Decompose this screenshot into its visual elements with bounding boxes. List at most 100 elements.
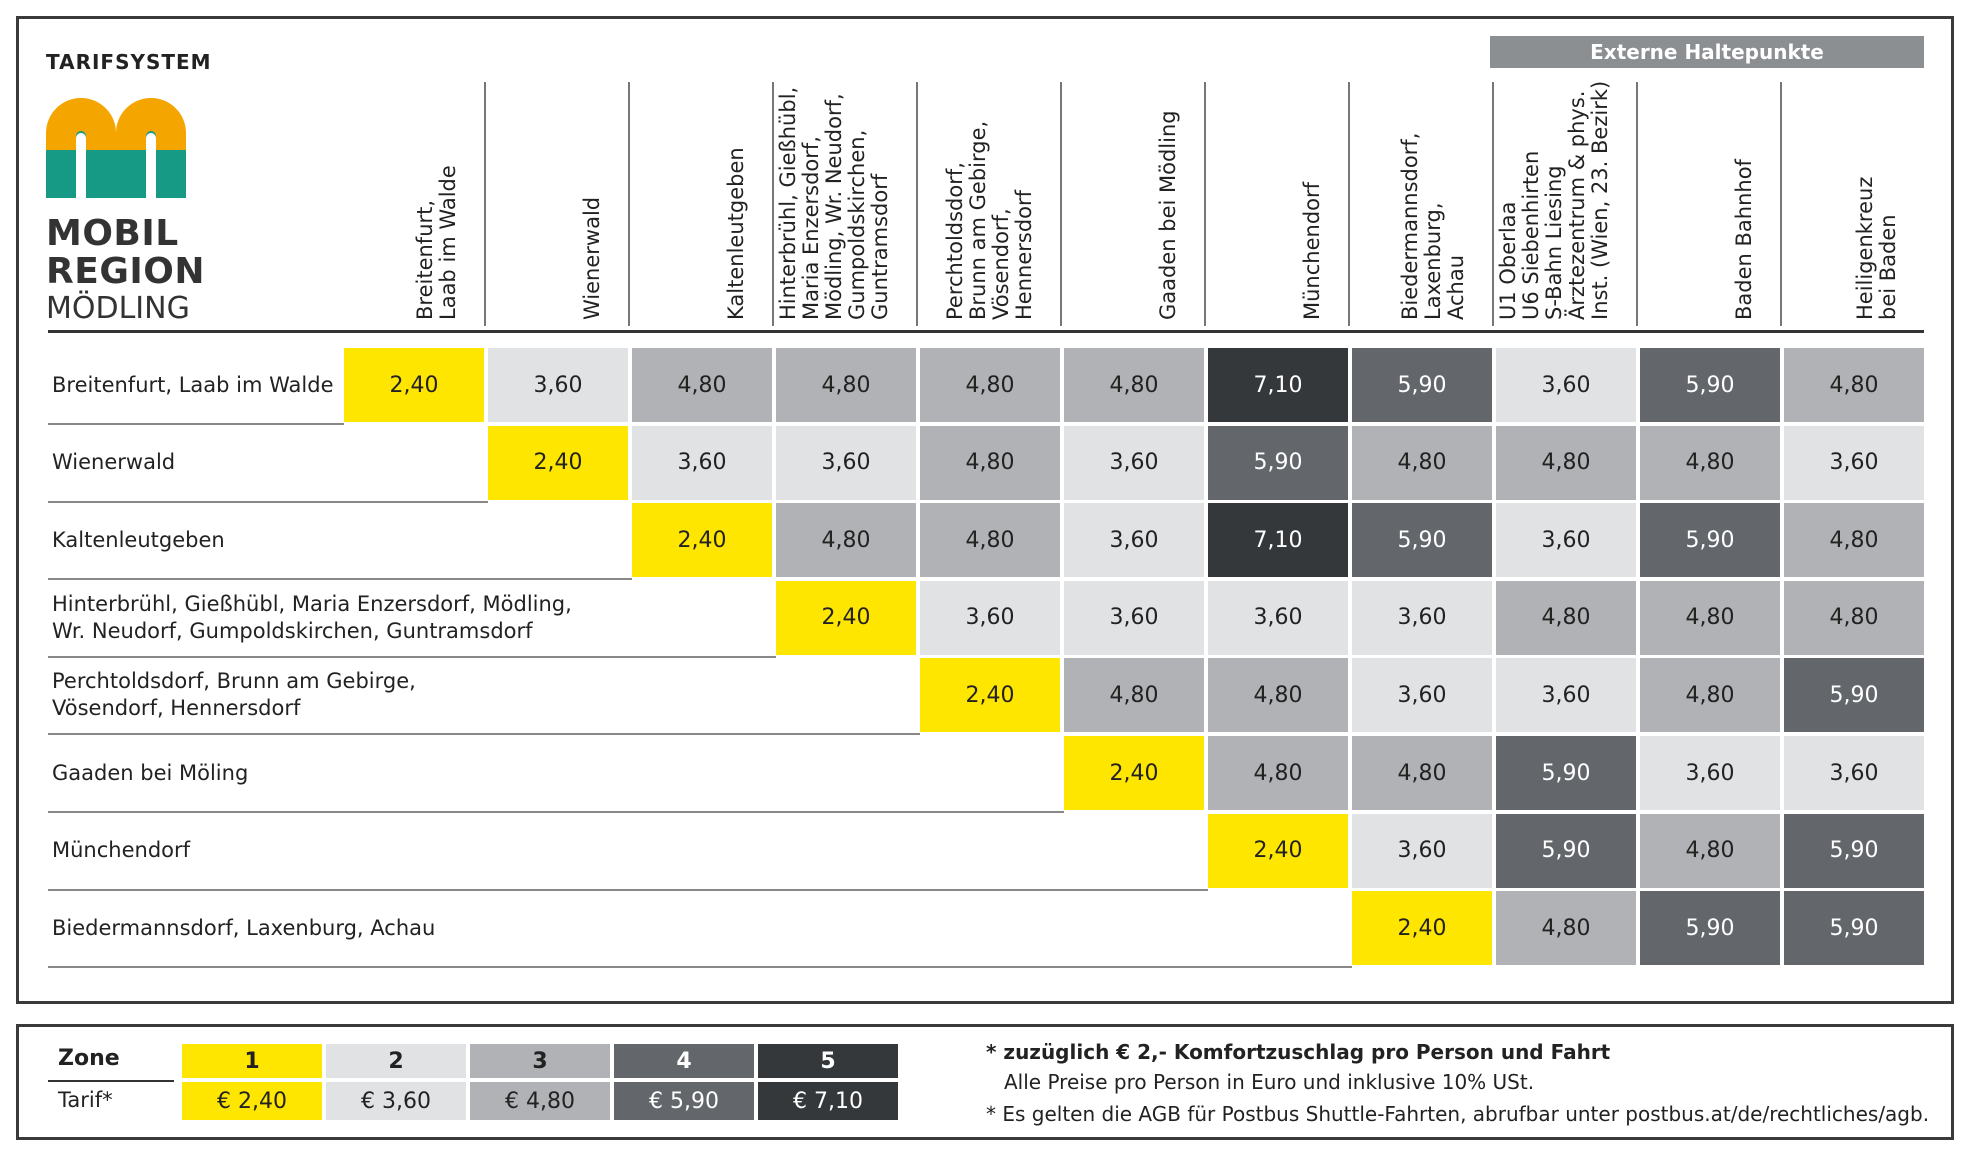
legend-zone-5: 5 bbox=[758, 1044, 898, 1078]
legend-frame bbox=[16, 1024, 1954, 1140]
legend-zone-1: 1 bbox=[182, 1044, 322, 1078]
fare-cell: 4,80 bbox=[1784, 348, 1924, 422]
fare-cell: 3,60 bbox=[776, 425, 916, 500]
fare-cell: 3,60 bbox=[1352, 580, 1492, 655]
column-header-line: Münchendorf bbox=[1300, 181, 1324, 320]
external-stops-header: Externe Haltepunkte bbox=[1490, 36, 1924, 68]
fare-cell: 5,90 bbox=[1640, 503, 1780, 578]
fare-cell: 3,60 bbox=[1352, 813, 1492, 888]
fare-cell: 3,60 bbox=[1064, 503, 1204, 578]
row-label-line: Perchtoldsdorf, Brunn am Gebirge, bbox=[52, 669, 416, 694]
fare-cell: 3,60 bbox=[1064, 425, 1204, 500]
column-header-line: U1 Oberlaa bbox=[1496, 201, 1520, 320]
fare-cell: 4,80 bbox=[1208, 736, 1348, 810]
fare-cell: 4,80 bbox=[920, 348, 1060, 422]
column-divider bbox=[916, 82, 918, 326]
fare-cell: 5,90 bbox=[1208, 425, 1348, 500]
column-header-line: Gumpoldskirchen, bbox=[845, 129, 869, 320]
column-header-line: Hinterbrühl, Gießhübl, bbox=[776, 86, 800, 320]
logo-m-icon bbox=[46, 98, 186, 198]
row-underline bbox=[48, 733, 920, 736]
column-header-line: Kaltenleutgeben bbox=[724, 147, 748, 320]
fare-cell: 4,80 bbox=[776, 348, 916, 422]
row-label-line: Hinterbrühl, Gießhübl, Maria Enzersdorf,… bbox=[52, 591, 572, 616]
column-header-line: Mödling, Wr. Neudorf, bbox=[822, 93, 846, 320]
fare-cell: 4,80 bbox=[920, 503, 1060, 578]
fare-cell: 2,40 bbox=[1352, 891, 1492, 966]
column-header-label: Breitenfurt, Laab im Walde bbox=[344, 82, 484, 326]
row-label-line: Biedermannsdorf, Laxenburg, Achau bbox=[52, 915, 436, 940]
fare-cell: 5,90 bbox=[1640, 891, 1780, 966]
fare-cell: 2,40 bbox=[920, 658, 1060, 733]
row-underline bbox=[48, 966, 1352, 969]
column-header-line: Perchtoldsdorf, bbox=[943, 162, 967, 320]
fare-cell: 5,90 bbox=[1352, 503, 1492, 578]
fare-cell: 5,90 bbox=[1352, 348, 1492, 422]
column-header-line: Guntramsdorf bbox=[868, 173, 892, 320]
column-header-label: Wienerwald bbox=[488, 82, 628, 326]
row-label-line: Wienerwald bbox=[52, 450, 176, 475]
fare-cell: 3,60 bbox=[632, 425, 772, 500]
fare-cell: 4,80 bbox=[1352, 736, 1492, 810]
fare-cell: 4,80 bbox=[920, 425, 1060, 500]
legend-tarif-1: € 2,40 bbox=[182, 1082, 322, 1120]
column-header-label: Perchtoldsdorf, Brunn am Gebirge, Vösendor… bbox=[920, 82, 1060, 326]
column-divider bbox=[1780, 82, 1782, 326]
column-header-line: Laxenburg, bbox=[1421, 202, 1445, 321]
row-label-line: Breitenfurt, Laab im Walde bbox=[52, 372, 334, 397]
fare-cell: 2,40 bbox=[488, 425, 628, 500]
column-header-label: Baden Bahnhof bbox=[1640, 82, 1780, 326]
fare-cell: 4,80 bbox=[776, 503, 916, 578]
legend-tarif-4: € 5,90 bbox=[614, 1082, 754, 1120]
column-divider bbox=[628, 82, 630, 326]
fare-cell: 3,60 bbox=[488, 348, 628, 422]
fare-cell: 4,80 bbox=[1496, 891, 1636, 966]
fare-cell: 2,40 bbox=[1208, 813, 1348, 888]
fare-cell: 3,60 bbox=[1064, 580, 1204, 655]
column-header-line: Baden Bahnhof bbox=[1732, 159, 1756, 320]
fare-cell: 3,60 bbox=[1640, 736, 1780, 810]
column-divider bbox=[1636, 82, 1638, 326]
column-header-line: Hennersdorf bbox=[1012, 189, 1036, 320]
fare-cell: 3,60 bbox=[1352, 658, 1492, 733]
legend-zone-2: 2 bbox=[326, 1044, 466, 1078]
column-header-line: Wienerwald bbox=[580, 196, 604, 320]
fare-cell: 3,60 bbox=[1496, 348, 1636, 422]
fare-cell: 4,80 bbox=[1064, 658, 1204, 733]
column-header-line: Heiligenkreuz bbox=[1853, 176, 1877, 320]
row-underline bbox=[48, 578, 632, 581]
column-header-label: Biedermannsdorf, Laxenburg, Achau bbox=[1352, 82, 1492, 326]
column-header-line: U6 Siebenhirten bbox=[1519, 150, 1543, 320]
fare-cell: 3,60 bbox=[920, 580, 1060, 655]
header-rule bbox=[48, 330, 1924, 333]
row-underline bbox=[48, 811, 1064, 813]
fare-cell: 3,60 bbox=[1208, 580, 1348, 655]
column-header-line: Ärztezentrum & phys. bbox=[1565, 90, 1589, 320]
column-header-line: Inst. (Wien, 23. Bezirk) bbox=[1588, 80, 1612, 320]
column-header-line: Laab im Walde bbox=[436, 165, 460, 320]
row-underline bbox=[48, 655, 776, 658]
fare-cell: 5,90 bbox=[1784, 891, 1924, 966]
legend-zone-4: 4 bbox=[614, 1044, 754, 1078]
column-header-line: Vösendorf, bbox=[989, 208, 1013, 320]
row-label: Gaaden bei Möling bbox=[52, 736, 248, 810]
column-divider bbox=[1204, 82, 1206, 326]
row-label-line: Münchendorf bbox=[52, 838, 191, 863]
fare-cell: 3,60 bbox=[1784, 736, 1924, 810]
fare-cell: 4,80 bbox=[1640, 813, 1780, 888]
fare-cell: 7,10 bbox=[1208, 503, 1348, 578]
row-label: Münchendorf bbox=[52, 814, 190, 888]
row-underline bbox=[48, 423, 344, 425]
column-header-line: Maria Enzersdorf, bbox=[799, 136, 823, 320]
column-header-label: Heiligenkreuz bei Baden bbox=[1784, 82, 1924, 326]
fare-cell: 7,10 bbox=[1208, 348, 1348, 422]
fare-cell: 2,40 bbox=[776, 580, 916, 655]
fare-cell: 5,90 bbox=[1496, 736, 1636, 810]
column-header-line: bei Baden bbox=[1876, 214, 1900, 320]
legend-zone-3: 3 bbox=[470, 1044, 610, 1078]
column-header-line: Breitenfurt, bbox=[413, 199, 437, 320]
column-divider bbox=[1060, 82, 1062, 326]
row-label-line: Wr. Neudorf, Gumpoldskirchen, Guntramsdo… bbox=[52, 618, 533, 643]
row-label: Wienerwald bbox=[52, 426, 175, 500]
fare-cell: 2,40 bbox=[632, 503, 772, 578]
